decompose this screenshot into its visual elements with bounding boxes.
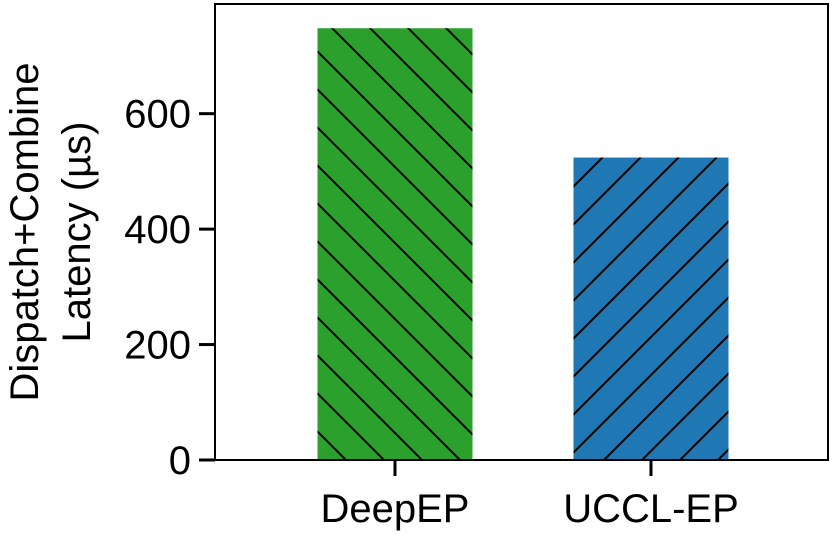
y-tick-label-400: 400 (124, 208, 191, 252)
y-axis-label-line-2: Latency (µs) (55, 122, 99, 343)
y-axis-label: Dispatch+Combine Latency (µs) (3, 62, 99, 401)
x-tick-label-uccl-ep: UCCL-EP (563, 487, 739, 531)
y-tick-label-0: 0 (169, 439, 191, 483)
y-axis-label-line-1: Dispatch+Combine (3, 62, 47, 401)
plot-frame (214, 3, 829, 461)
axes-layer: DeepEP UCCL-EP 0 200 400 600 (124, 3, 829, 531)
bar-hatch-deepep (317, 28, 473, 460)
y-tick-label-600: 600 (124, 93, 191, 137)
y-tick-label-200: 200 (124, 324, 191, 368)
x-tick-label-deepep: DeepEP (321, 487, 470, 531)
bars-layer (317, 28, 729, 460)
bar-hatch-uccl-ep (573, 157, 729, 460)
